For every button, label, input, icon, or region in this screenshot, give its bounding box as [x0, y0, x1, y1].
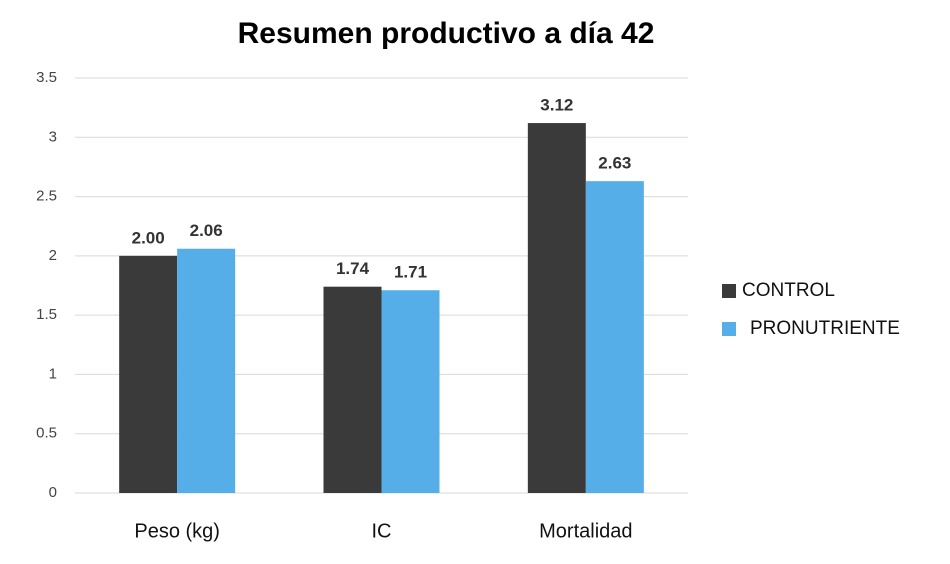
chart-title: Resumen productivo a día 42 [238, 17, 655, 50]
value-label: 2.00 [132, 228, 165, 247]
y-tick-label: 3.5 [36, 69, 57, 86]
value-label: 1.71 [394, 263, 427, 282]
y-tick-label: 2.5 [36, 188, 57, 205]
value-label: 2.06 [190, 221, 223, 240]
legend-label: PRONUTRIENTE [750, 318, 900, 339]
value-label: 1.74 [336, 259, 370, 278]
bar [585, 181, 644, 493]
x-tick-label: IC [372, 520, 392, 542]
bar [527, 123, 586, 494]
y-tick-label: 1.5 [36, 306, 57, 323]
y-tick-label: 0.5 [36, 425, 57, 442]
bar [177, 248, 236, 493]
value-label: 2.63 [598, 154, 631, 173]
x-tick-label: Mortalidad [539, 520, 632, 542]
bar [323, 286, 382, 493]
y-tick-label: 3 [49, 128, 57, 145]
x-tick-label: Peso (kg) [134, 520, 220, 542]
y-tick-label: 1 [49, 365, 57, 382]
bar [381, 290, 440, 493]
legend-swatch [722, 284, 736, 298]
bar [119, 255, 178, 493]
legend-label: CONTROL [742, 280, 835, 301]
legend-swatch [722, 322, 736, 336]
y-tick-label: 2 [49, 247, 57, 264]
y-tick-label: 0 [49, 484, 57, 501]
value-label: 3.12 [540, 96, 573, 115]
